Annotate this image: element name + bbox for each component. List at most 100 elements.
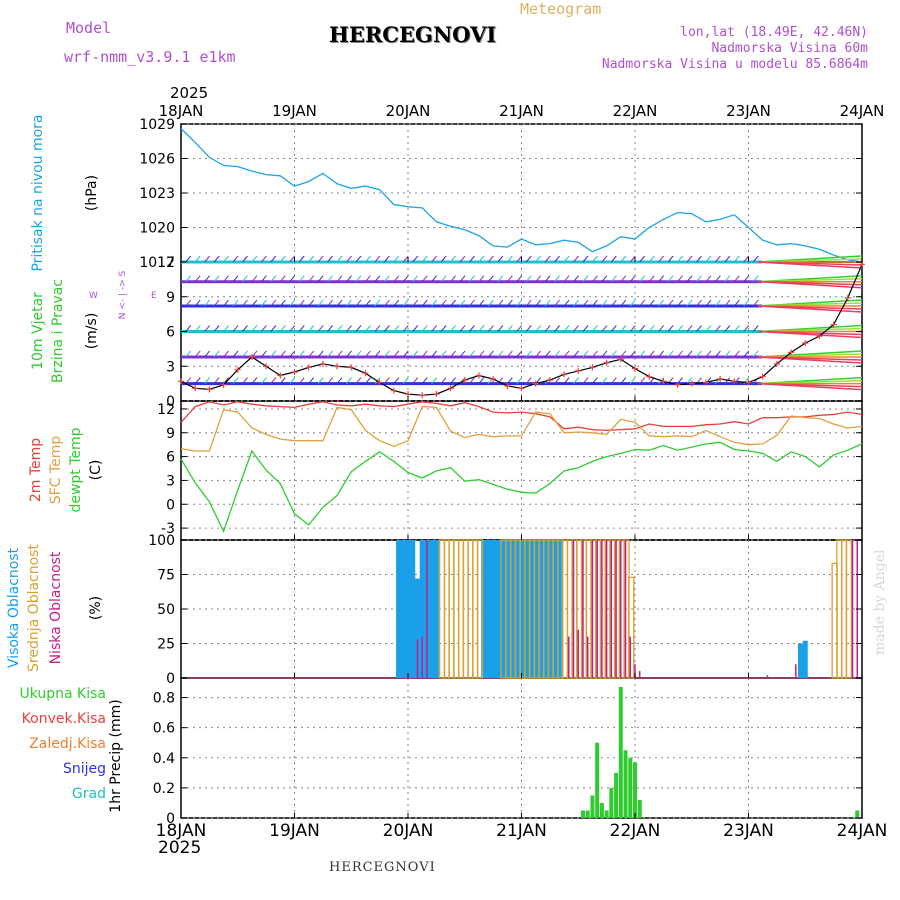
- wind-barb: [459, 299, 466, 307]
- wind-barb: [733, 377, 740, 384]
- wind-barb: [573, 350, 579, 358]
- wind-barb: [677, 377, 683, 384]
- y-tick-label: 12: [157, 255, 175, 271]
- wind-barb: [478, 299, 485, 307]
- wind-barb: [629, 350, 636, 358]
- wind-barb: [573, 325, 579, 332]
- y-tick-label: -3: [161, 521, 175, 537]
- wind-barb: [620, 255, 627, 263]
- cloud-bar: [421, 636, 423, 678]
- wind-barb: [715, 325, 721, 332]
- wind-barb: [213, 255, 220, 263]
- wind-barb: [459, 350, 466, 358]
- cloud-bar: [523, 540, 529, 678]
- wind-barb: [327, 275, 333, 283]
- wind-barb: [743, 299, 750, 307]
- wind-barb: [724, 325, 731, 332]
- wind-barb: [365, 255, 371, 263]
- precip-axis-title: 1hr Precip (mm): [108, 699, 124, 812]
- legend-hail: Grad: [71, 786, 106, 802]
- wind-speed-marker: [589, 364, 596, 371]
- wind-barb: [573, 255, 579, 263]
- wind-barb: [374, 325, 381, 332]
- cloud-bar: [528, 540, 534, 678]
- wind-speed-marker: [475, 372, 482, 379]
- wind-barb: [525, 299, 532, 307]
- wind-barb: [185, 275, 192, 283]
- wind-barb: [563, 255, 570, 263]
- wind-barb: [459, 325, 466, 332]
- wind-barb: [582, 350, 589, 358]
- wind-barb: [204, 377, 211, 384]
- precip-bar: [590, 795, 595, 818]
- wind-barb: [393, 377, 400, 384]
- wind-barb: [402, 299, 409, 307]
- wind-barb: [705, 255, 712, 263]
- wind-barb: [383, 350, 390, 358]
- wind-speed-marker: [234, 366, 241, 373]
- cloud-bar: [495, 540, 501, 678]
- x-tick-label-bottom: 20JAN: [383, 821, 434, 841]
- cloud-bar: [476, 539, 484, 679]
- wind-barb: [554, 350, 560, 358]
- wind-speed-marker: [220, 381, 227, 388]
- wind-barb: [383, 377, 390, 384]
- wind-barb: [242, 255, 248, 263]
- wind-barb: [469, 325, 475, 332]
- wind-barb: [497, 377, 504, 384]
- wind-speed-marker: [788, 349, 795, 356]
- wind-barb: [506, 275, 513, 283]
- wind-barb: [582, 325, 589, 332]
- wind-barb: [440, 299, 447, 307]
- wind-barb: [336, 350, 343, 358]
- wind-barb: [185, 377, 192, 384]
- cloud-bar: [547, 540, 553, 678]
- wind-barb: [185, 325, 192, 332]
- wind-barb: [620, 299, 627, 307]
- wind-barb: [308, 377, 315, 384]
- wind-barb: [648, 255, 655, 263]
- wind-barb: [308, 350, 315, 358]
- cloud-bar: [586, 636, 589, 678]
- wind-barb: [535, 325, 542, 332]
- cloud-bar: [414, 578, 420, 678]
- wind-barb: [648, 299, 655, 307]
- wind-barb: [261, 325, 267, 332]
- wind-barb: [516, 299, 523, 307]
- wind-barb: [705, 275, 712, 283]
- cloud-bar: [851, 540, 854, 678]
- x-tick-label-top: 20JAN: [386, 102, 431, 120]
- wind-barb-fan: [757, 261, 863, 269]
- temp-axis-title: 2m Temp: [28, 438, 44, 502]
- wind-barb: [469, 275, 475, 283]
- wind-barb: [743, 350, 750, 358]
- wind-barb: [601, 255, 608, 263]
- legend-total-rain: Ukupna Kisa: [19, 686, 106, 702]
- wind-barb: [488, 299, 494, 307]
- precip-bar: [609, 787, 614, 818]
- wind-barb: [592, 299, 598, 307]
- precip-bar: [580, 810, 585, 818]
- wind-speed-marker: [192, 385, 199, 392]
- wind-barb: [497, 299, 504, 307]
- wind-barb: [639, 275, 646, 283]
- cloud-bar: [419, 540, 425, 678]
- wind-barb: [544, 275, 551, 283]
- wind-barb: [525, 350, 532, 358]
- wind-speed-marker: [759, 373, 766, 380]
- wind-speed-marker: [717, 375, 724, 382]
- y-tick-label: 6: [166, 325, 175, 341]
- wind-barb: [393, 325, 400, 332]
- precip-bar: [595, 742, 600, 818]
- model-value: wrf-nmm_v3.9.1 e1km: [64, 48, 236, 66]
- wind-barb: [308, 325, 315, 332]
- pressure-line: [180, 128, 863, 263]
- wind-barb: [478, 350, 485, 358]
- wind-barb: [667, 275, 674, 283]
- x-tick-label-bottom: 24JAN: [837, 821, 888, 841]
- wind-barb: [525, 325, 532, 332]
- wind-compass-e: E: [151, 291, 157, 301]
- wind-barb: [298, 325, 305, 332]
- cloud-axis-unit: (%): [88, 596, 104, 620]
- wind-barb: [648, 325, 655, 332]
